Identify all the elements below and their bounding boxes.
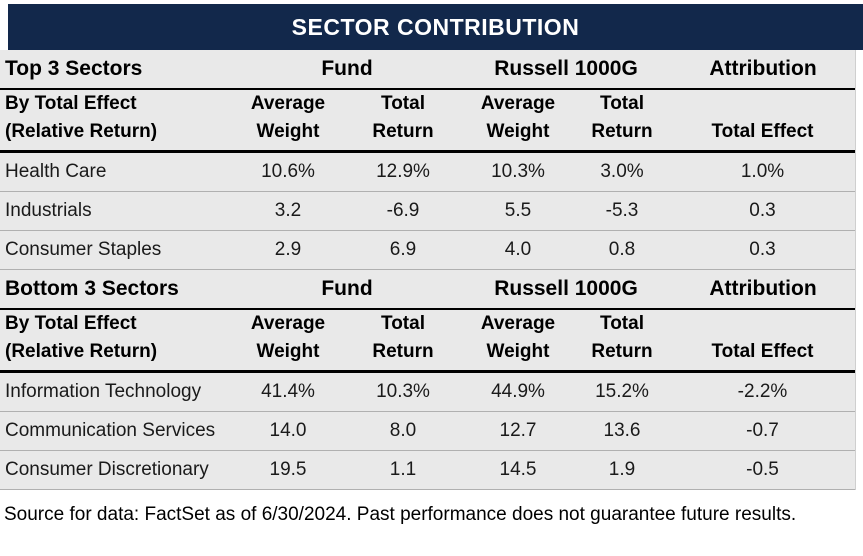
top-section-header-row: Top 3 Sectors Fund Russell 1000G Attribu… xyxy=(0,50,855,90)
col-header-russell-total-return: Total Return xyxy=(591,93,653,142)
russell-avg-weight-value: 14.5 xyxy=(499,459,537,480)
attribution-group-header: Attribution xyxy=(709,57,817,80)
russell-avg-weight-value: 10.3% xyxy=(491,161,545,182)
russell-total-return-value: 1.9 xyxy=(608,459,636,480)
fund-total-return-value: 12.9% xyxy=(376,161,430,182)
table-row: Information Technology 41.4% 10.3% 44.9%… xyxy=(0,373,855,412)
russell-avg-weight-value: 44.9% xyxy=(491,381,545,402)
panel-title: SECTOR CONTRIBUTION xyxy=(291,13,580,40)
fund-avg-weight-value: 19.5 xyxy=(269,459,307,480)
russell-total-return-value: -5.3 xyxy=(605,200,639,221)
bottom-section-label: Bottom 3 Sectors xyxy=(5,277,179,300)
sector-name: Communication Services xyxy=(5,420,216,441)
row-header: By Total Effect (Relative Return) xyxy=(5,93,158,142)
russell-total-return-value: 0.8 xyxy=(608,239,636,260)
total-effect-value: 0.3 xyxy=(749,239,776,260)
fund-avg-weight-value: 3.2 xyxy=(274,200,302,221)
sector-name: Consumer Staples xyxy=(5,239,162,260)
total-effect-value: 0.3 xyxy=(749,200,776,221)
table-row: Industrials 3.2 -6.9 5.5 -5.3 0.3 xyxy=(0,192,855,231)
table-row: Health Care 10.6% 12.9% 10.3% 3.0% 1.0% xyxy=(0,153,855,192)
russell-avg-weight-value: 4.0 xyxy=(504,239,532,260)
fund-total-return-value: 10.3% xyxy=(376,381,430,402)
russell-total-return-value: 13.6 xyxy=(603,420,641,441)
fund-total-return-value: 1.1 xyxy=(389,459,417,480)
russell-group-header: Russell 1000G xyxy=(494,57,638,80)
russell-avg-weight-value: 12.7 xyxy=(499,420,537,441)
fund-avg-weight-value: 2.9 xyxy=(274,239,302,260)
col-header-fund-avg-weight: Average Weight xyxy=(250,313,326,362)
col-header-total-effect: Total Effect xyxy=(711,121,814,142)
col-header-russell-avg-weight: Average Weight xyxy=(480,313,556,362)
col-header-fund-total-return: Total Return xyxy=(372,93,434,142)
total-effect-value: -0.7 xyxy=(746,420,779,441)
fund-avg-weight-value: 14.0 xyxy=(269,420,307,441)
total-effect-value: -2.2% xyxy=(737,381,788,402)
russell-avg-weight-value: 5.5 xyxy=(504,200,532,221)
russell-group-header: Russell 1000G xyxy=(494,277,638,300)
col-header-fund-avg-weight: Average Weight xyxy=(250,93,326,142)
bottom-section-header-row: Bottom 3 Sectors Fund Russell 1000G Attr… xyxy=(0,270,855,310)
sector-name: Industrials xyxy=(5,200,92,221)
source-note: Source for data: FactSet as of 6/30/2024… xyxy=(0,490,863,540)
fund-total-return-value: 6.9 xyxy=(389,239,417,260)
table-row: Consumer Discretionary 19.5 1.1 14.5 1.9… xyxy=(0,451,855,490)
sector-name: Consumer Discretionary xyxy=(5,459,209,480)
fund-group-header: Fund xyxy=(321,277,373,300)
top-section-label: Top 3 Sectors xyxy=(5,57,143,80)
title-bar: SECTOR CONTRIBUTION xyxy=(8,4,863,50)
bottom-section-subheader-row: By Total Effect (Relative Return) Averag… xyxy=(0,310,855,373)
table-row: Communication Services 14.0 8.0 12.7 13.… xyxy=(0,412,855,451)
sector-name: Information Technology xyxy=(5,381,202,402)
total-effect-value: 1.0% xyxy=(740,161,785,182)
fund-avg-weight-value: 41.4% xyxy=(261,381,315,402)
table-row: Consumer Staples 2.9 6.9 4.0 0.8 0.3 xyxy=(0,231,855,270)
total-effect-value: -0.5 xyxy=(746,459,779,480)
sector-contribution-table: Top 3 Sectors Fund Russell 1000G Attribu… xyxy=(0,50,856,490)
sector-name: Health Care xyxy=(5,161,107,182)
russell-total-return-value: 15.2% xyxy=(595,381,649,402)
russell-total-return-value: 3.0% xyxy=(600,161,644,182)
fund-total-return-value: 8.0 xyxy=(389,420,417,441)
col-header-fund-total-return: Total Return xyxy=(372,313,434,362)
top-section-subheader-row: By Total Effect (Relative Return) Averag… xyxy=(0,90,855,153)
attribution-group-header: Attribution xyxy=(709,277,817,300)
col-header-total-effect: Total Effect xyxy=(711,341,814,362)
fund-group-header: Fund xyxy=(321,57,373,80)
col-header-russell-total-return: Total Return xyxy=(591,313,653,362)
col-header-russell-avg-weight: Average Weight xyxy=(480,93,556,142)
fund-avg-weight-value: 10.6% xyxy=(261,161,315,182)
row-header: By Total Effect (Relative Return) xyxy=(5,313,158,362)
fund-total-return-value: -6.9 xyxy=(386,200,420,221)
